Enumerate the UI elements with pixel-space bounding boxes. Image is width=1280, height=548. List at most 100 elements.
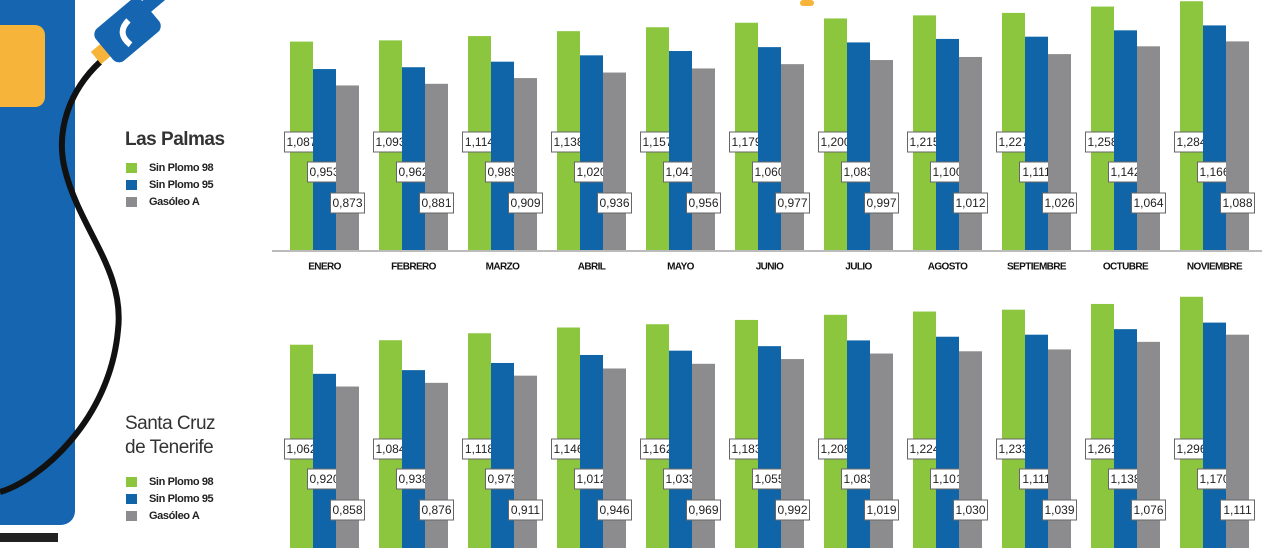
value-label: 0,938 bbox=[398, 472, 428, 486]
value-label: 0,977 bbox=[777, 196, 807, 210]
bar bbox=[514, 375, 537, 548]
legend-label: Gasóleo A bbox=[149, 510, 200, 522]
value-label: 1,093 bbox=[375, 135, 405, 149]
value-label: 1,146 bbox=[553, 442, 583, 456]
label-box bbox=[330, 499, 365, 521]
label-box bbox=[1042, 192, 1077, 214]
x-tick-label: JULIO bbox=[845, 262, 872, 273]
legend-label: Gasóleo A bbox=[149, 196, 200, 208]
bar bbox=[847, 42, 870, 251]
fuel-pump-illustration bbox=[0, 0, 188, 542]
bar bbox=[1203, 25, 1226, 250]
value-label: 1,200 bbox=[820, 135, 850, 149]
value-label: 1,076 bbox=[1133, 503, 1163, 517]
x-tick-label: MAYO bbox=[667, 262, 695, 273]
value-label: 0,989 bbox=[487, 165, 517, 179]
legend-label: Sin Plomo 98 bbox=[149, 476, 214, 488]
value-label: 1,284 bbox=[1176, 135, 1206, 149]
value-label: 0,973 bbox=[487, 472, 517, 486]
bar bbox=[425, 382, 448, 548]
label-box bbox=[330, 192, 365, 214]
bar bbox=[669, 51, 692, 250]
label-box bbox=[597, 499, 632, 521]
bar bbox=[669, 350, 692, 548]
label-box bbox=[775, 192, 810, 214]
bar bbox=[936, 336, 959, 548]
value-label: 1,012 bbox=[955, 196, 985, 210]
value-label: 0,909 bbox=[510, 196, 540, 210]
bar bbox=[1048, 349, 1071, 548]
value-label: 1,261 bbox=[1087, 442, 1117, 456]
value-label: 1,087 bbox=[286, 135, 316, 149]
label-box bbox=[1131, 499, 1166, 521]
value-label: 1,166 bbox=[1199, 165, 1229, 179]
bar bbox=[402, 67, 425, 251]
label-box bbox=[775, 499, 810, 521]
x-tick-label: SEPTIEMBRE bbox=[1007, 262, 1067, 273]
value-label: 0,956 bbox=[688, 196, 718, 210]
value-label: 1,162 bbox=[642, 442, 672, 456]
value-label: 1,111 bbox=[1022, 165, 1051, 179]
label-box bbox=[953, 499, 988, 521]
x-tick-label: FEBRERO bbox=[391, 262, 437, 273]
bar bbox=[758, 47, 781, 250]
value-label: 1,111 bbox=[1022, 472, 1051, 486]
label-box bbox=[508, 192, 543, 214]
value-label: 1,170 bbox=[1199, 472, 1229, 486]
chart-title: Las Palmas bbox=[125, 129, 225, 150]
pump-body bbox=[0, 0, 75, 525]
value-label: 1,233 bbox=[998, 442, 1028, 456]
bar bbox=[402, 370, 425, 548]
value-label: 1,062 bbox=[286, 442, 316, 456]
value-label: 1,055 bbox=[754, 472, 784, 486]
value-label: 0,953 bbox=[309, 165, 339, 179]
value-label: 0,936 bbox=[599, 196, 629, 210]
value-label: 1,064 bbox=[1133, 196, 1163, 210]
label-box bbox=[1220, 499, 1255, 521]
value-label: 1,088 bbox=[1222, 196, 1252, 210]
bar bbox=[781, 64, 804, 250]
label-box bbox=[419, 192, 454, 214]
x-tick-label: AGOSTO bbox=[928, 262, 968, 273]
legend-swatch bbox=[126, 494, 137, 504]
legend-label: Sin Plomo 95 bbox=[149, 493, 214, 505]
value-label: 0,858 bbox=[332, 503, 362, 517]
label-box bbox=[1042, 499, 1077, 521]
legend-swatch bbox=[126, 180, 137, 190]
value-label: 1,041 bbox=[665, 165, 695, 179]
value-label: 1,224 bbox=[909, 442, 939, 456]
value-label: 1,101 bbox=[932, 472, 962, 486]
bar bbox=[870, 60, 893, 250]
bar bbox=[603, 368, 626, 548]
value-label: 0,876 bbox=[421, 503, 451, 517]
pump-window bbox=[0, 25, 45, 107]
bar bbox=[1137, 46, 1160, 250]
nozzle bbox=[90, 0, 188, 65]
value-label: 1,296 bbox=[1176, 442, 1206, 456]
value-label: 1,215 bbox=[909, 135, 939, 149]
value-label: 0,920 bbox=[309, 472, 339, 486]
value-label: 1,258 bbox=[1087, 135, 1117, 149]
bar bbox=[1048, 54, 1071, 251]
value-label: 0,962 bbox=[398, 165, 428, 179]
value-label: 1,138 bbox=[553, 135, 583, 149]
value-label: 1,118 bbox=[465, 442, 494, 456]
bar bbox=[1091, 303, 1114, 548]
x-tick-label: ENERO bbox=[308, 262, 341, 273]
bar bbox=[514, 78, 537, 251]
value-label: 1,100 bbox=[932, 165, 962, 179]
bar bbox=[735, 319, 758, 548]
bar bbox=[1002, 12, 1025, 250]
label-box bbox=[686, 192, 721, 214]
value-label: 1,039 bbox=[1044, 503, 1074, 517]
value-label: 1,060 bbox=[754, 165, 784, 179]
x-tick-label: MARZO bbox=[486, 262, 520, 273]
bar bbox=[692, 68, 715, 250]
label-box bbox=[864, 192, 899, 214]
bar bbox=[1226, 334, 1249, 548]
value-label: 1,030 bbox=[955, 503, 985, 517]
legend-label: Sin Plomo 95 bbox=[149, 179, 214, 191]
value-label: 1,020 bbox=[576, 165, 606, 179]
legend-label: Sin Plomo 98 bbox=[149, 162, 214, 174]
